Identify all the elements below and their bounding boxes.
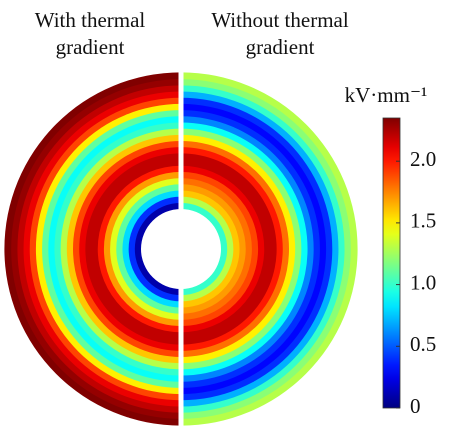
field-ring [134, 202, 181, 296]
field-ring [128, 196, 181, 302]
colorbar [382, 117, 401, 409]
panel-title: Without thermal [211, 8, 349, 32]
field-ring [181, 202, 228, 296]
panel-title: gradient [56, 35, 125, 59]
colorbar-label: kV·mm⁻¹ [345, 83, 428, 107]
field-ring [181, 78, 352, 420]
field-ring [181, 189, 241, 309]
colorbar-tick-label: 1.5 [410, 209, 436, 233]
colorbar-tick-label: 0.5 [410, 332, 436, 356]
panel-title: With thermal [35, 8, 146, 32]
field-ring [181, 196, 234, 302]
field-ring [10, 78, 182, 420]
colorbar-tick-label: 1.0 [410, 270, 436, 294]
colorbar-tick-label: 2.0 [410, 147, 436, 171]
field-ring [121, 189, 181, 309]
panel-title: gradient [246, 35, 315, 59]
field-ring [115, 183, 181, 315]
colorbar-tick-label: 0 [410, 394, 421, 418]
field-ring [181, 183, 247, 315]
discs [4, 72, 358, 426]
